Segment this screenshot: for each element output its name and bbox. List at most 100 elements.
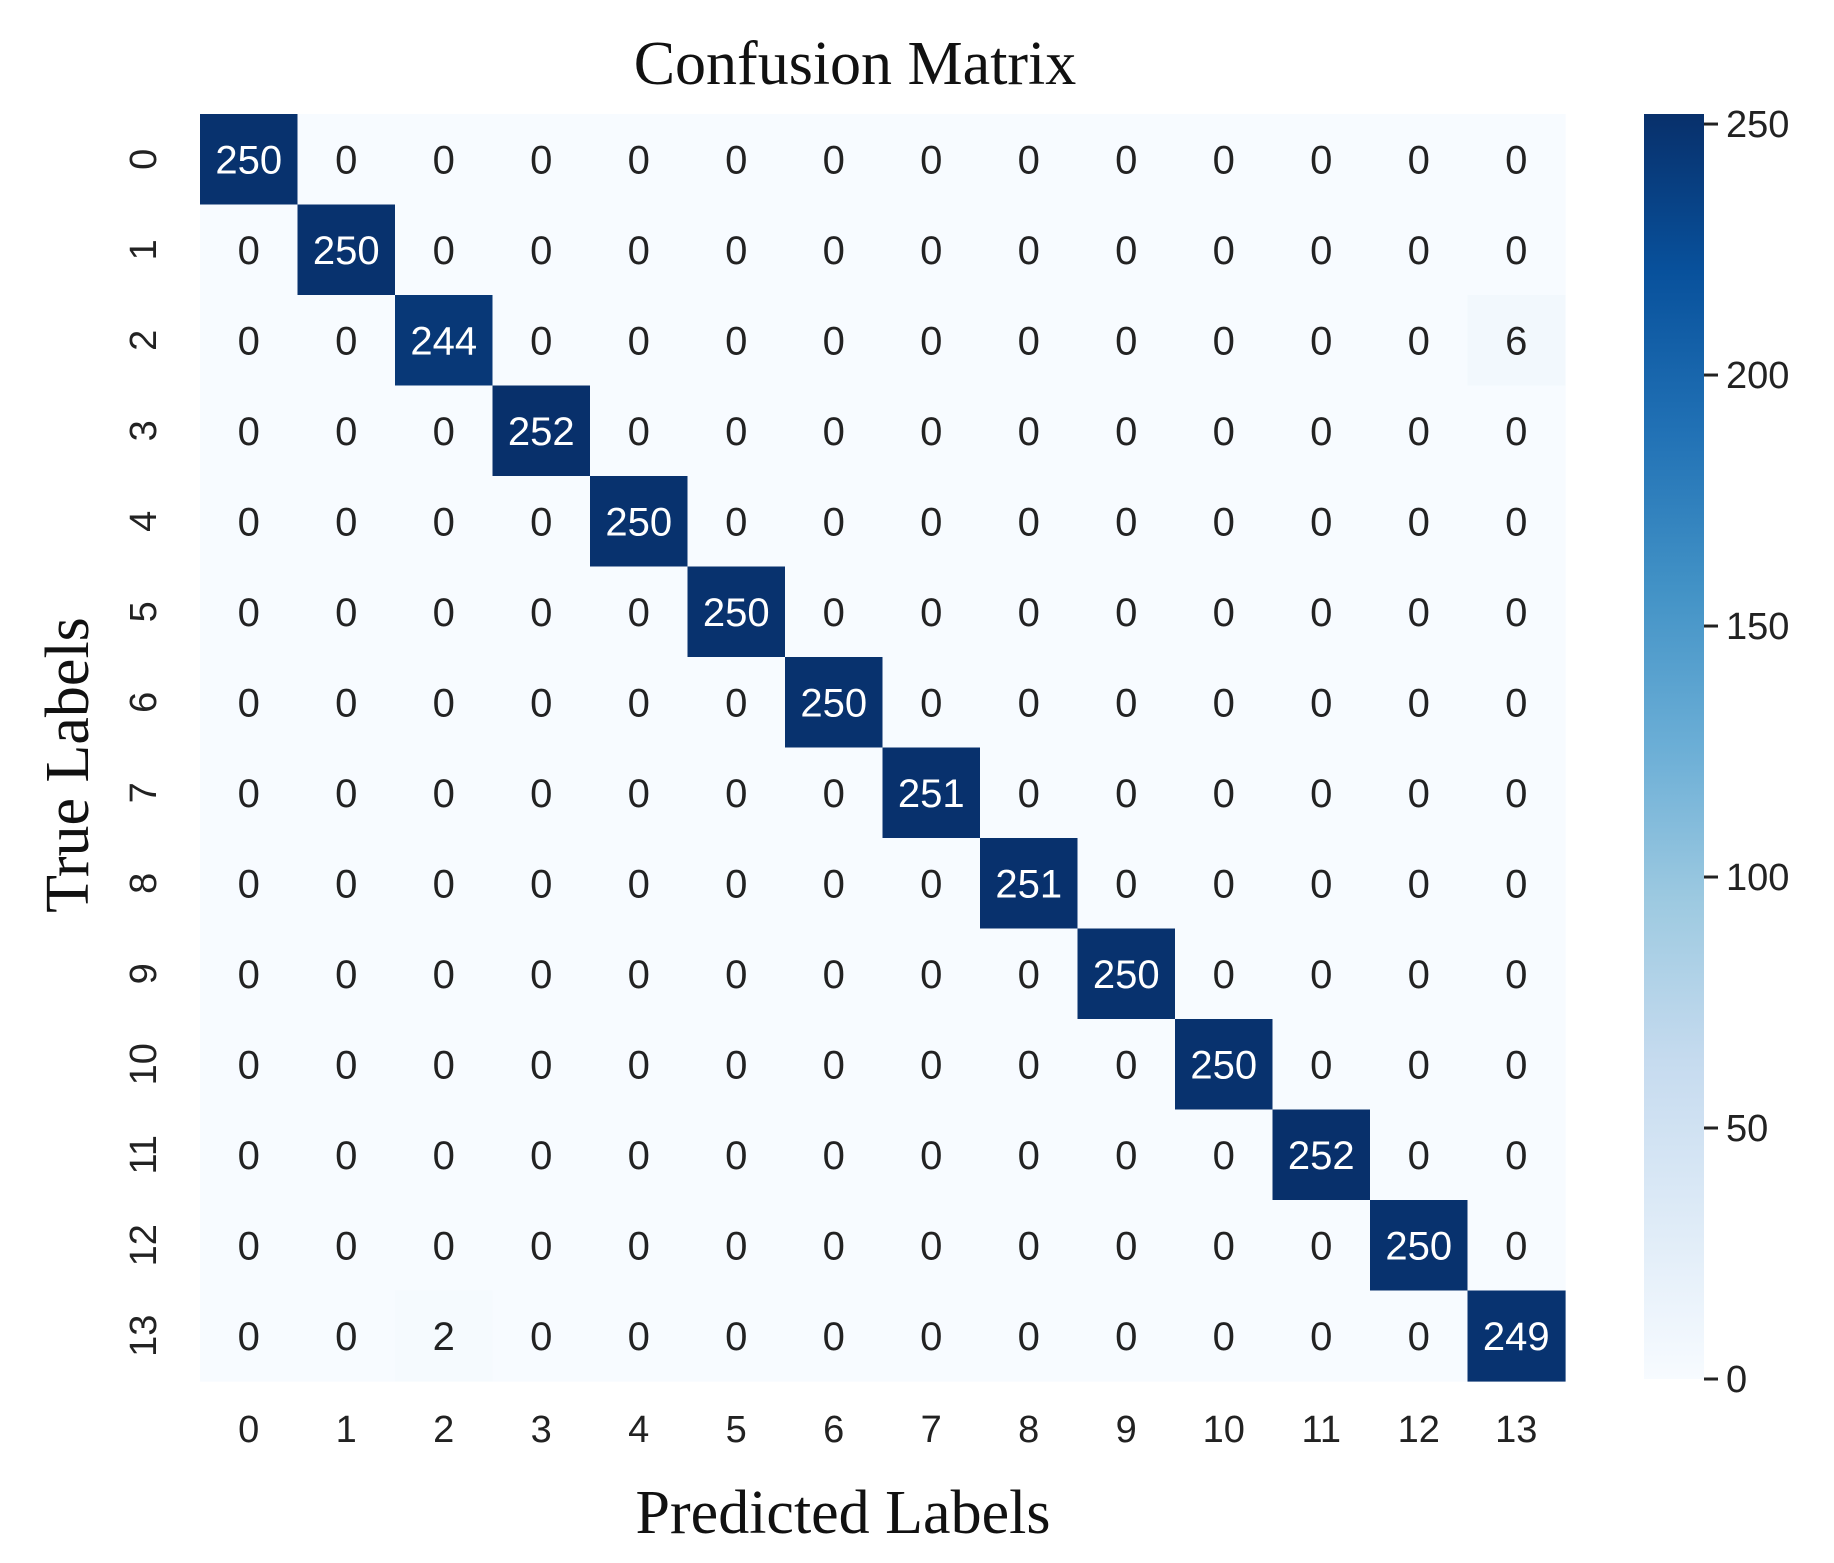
heatmap-cell bbox=[1272, 1019, 1371, 1111]
cell-value-label: 0 bbox=[530, 319, 552, 363]
heatmap-cell bbox=[980, 295, 1079, 387]
x-tick-label: 5 bbox=[726, 1409, 747, 1451]
cell-value-label: 0 bbox=[1018, 1134, 1040, 1178]
cell-value-label: 0 bbox=[725, 1315, 747, 1359]
heatmap-cell bbox=[492, 114, 591, 206]
cell-value-label: 0 bbox=[725, 1134, 747, 1178]
cell-value-label: 0 bbox=[920, 410, 942, 454]
heatmap-cell bbox=[200, 928, 299, 1020]
heatmap-cell bbox=[200, 1019, 299, 1111]
heatmap-cell bbox=[882, 476, 981, 568]
cell-value-label: 250 bbox=[313, 229, 380, 273]
heatmap-cell bbox=[1272, 566, 1371, 658]
heatmap-cell bbox=[1370, 1109, 1469, 1201]
heatmap-cell bbox=[1370, 1019, 1469, 1111]
cell-value-label: 0 bbox=[920, 319, 942, 363]
cell-value-label: 0 bbox=[823, 772, 845, 816]
heatmap-cell bbox=[687, 1290, 786, 1382]
y-tick-label: 2 bbox=[123, 330, 165, 351]
heatmap-cell bbox=[395, 204, 494, 296]
heatmap-cell bbox=[1272, 1109, 1371, 1201]
heatmap-cell bbox=[200, 1290, 299, 1382]
heatmap-cell bbox=[882, 1019, 981, 1111]
cell-value-label: 0 bbox=[335, 772, 357, 816]
heatmap-cell bbox=[1175, 385, 1274, 477]
cell-value-label: 0 bbox=[1213, 1315, 1235, 1359]
heatmap-cell bbox=[1467, 385, 1566, 477]
heatmap-cell bbox=[1272, 295, 1371, 387]
x-axis-label: Predicted Labels bbox=[636, 1479, 1051, 1547]
heatmap-cell bbox=[1272, 385, 1371, 477]
cell-value-label: 0 bbox=[238, 772, 260, 816]
heatmap-cell bbox=[1077, 1019, 1176, 1111]
heatmap-cell bbox=[1370, 566, 1469, 658]
cell-value-label: 0 bbox=[238, 319, 260, 363]
cell-value-label: 251 bbox=[898, 772, 965, 816]
cell-value-label: 250 bbox=[1093, 953, 1160, 997]
heatmap-cell bbox=[980, 747, 1079, 839]
heatmap-cell bbox=[297, 566, 396, 658]
cell-value-label: 0 bbox=[628, 1134, 650, 1178]
heatmap-cell bbox=[297, 1200, 396, 1292]
cell-value-label: 250 bbox=[703, 591, 770, 635]
cell-value-label: 0 bbox=[433, 591, 455, 635]
heatmap-cell bbox=[492, 928, 591, 1020]
heatmap-cell bbox=[980, 1019, 1079, 1111]
heatmap-cell bbox=[395, 657, 494, 749]
heatmap-cell bbox=[590, 838, 689, 930]
cell-value-label: 0 bbox=[530, 1315, 552, 1359]
heatmap-cell bbox=[297, 114, 396, 206]
heatmap-cell bbox=[1272, 204, 1371, 296]
heatmap-cell bbox=[590, 1019, 689, 1111]
cell-value-label: 0 bbox=[1213, 319, 1235, 363]
heatmap-cell bbox=[1467, 295, 1566, 387]
heatmap-cell bbox=[1077, 476, 1176, 568]
heatmap-cell bbox=[297, 747, 396, 839]
heatmap-cell bbox=[687, 838, 786, 930]
cell-value-label: 0 bbox=[1408, 772, 1430, 816]
cell-value-label: 0 bbox=[1310, 410, 1332, 454]
heatmap-cell bbox=[590, 566, 689, 658]
heatmap-cell bbox=[687, 928, 786, 1020]
cell-value-label: 0 bbox=[725, 1224, 747, 1268]
heatmap-cell bbox=[200, 1200, 299, 1292]
heatmap-cell bbox=[1077, 747, 1176, 839]
heatmap-cell bbox=[980, 1109, 1079, 1201]
cell-value-label: 0 bbox=[823, 1315, 845, 1359]
heatmap-cell bbox=[785, 1019, 884, 1111]
heatmap-cell bbox=[1467, 476, 1566, 568]
x-tick-label: 3 bbox=[531, 1409, 552, 1451]
cell-value-label: 0 bbox=[1505, 1224, 1527, 1268]
cell-value-label: 0 bbox=[238, 681, 260, 725]
heatmap-cell bbox=[1175, 295, 1274, 387]
heatmap-cell bbox=[1077, 385, 1176, 477]
x-tick-label: 1 bbox=[336, 1409, 357, 1451]
heatmap-cell bbox=[1175, 1109, 1274, 1201]
cell-value-label: 0 bbox=[1408, 138, 1430, 182]
heatmap-cell bbox=[785, 1200, 884, 1292]
heatmap-cell bbox=[297, 1109, 396, 1201]
cell-value-label: 0 bbox=[1213, 953, 1235, 997]
cell-value-label: 0 bbox=[628, 229, 650, 273]
cell-value-label: 0 bbox=[1310, 1315, 1332, 1359]
heatmap-cell bbox=[395, 476, 494, 568]
cell-value-label: 0 bbox=[1505, 1134, 1527, 1178]
cell-value-label: 0 bbox=[1310, 591, 1332, 635]
cell-value-label: 0 bbox=[628, 953, 650, 997]
heatmap-cell bbox=[785, 838, 884, 930]
cell-value-label: 0 bbox=[920, 1315, 942, 1359]
heatmap-cell bbox=[1467, 204, 1566, 296]
heatmap-cell bbox=[687, 385, 786, 477]
cell-value-label: 6 bbox=[1505, 319, 1527, 363]
cell-value-label: 0 bbox=[335, 1043, 357, 1087]
cell-value-label: 0 bbox=[823, 319, 845, 363]
heatmap-cell bbox=[1272, 747, 1371, 839]
heatmap-cell bbox=[687, 114, 786, 206]
heatmap-cell bbox=[980, 928, 1079, 1020]
heatmap-cell bbox=[297, 838, 396, 930]
cell-value-label: 0 bbox=[1408, 500, 1430, 544]
cell-value-label: 0 bbox=[1505, 1043, 1527, 1087]
cell-value-label: 0 bbox=[823, 862, 845, 906]
colorbar-tick-label: 250 bbox=[1726, 104, 1789, 146]
heatmap-cell bbox=[590, 1200, 689, 1292]
